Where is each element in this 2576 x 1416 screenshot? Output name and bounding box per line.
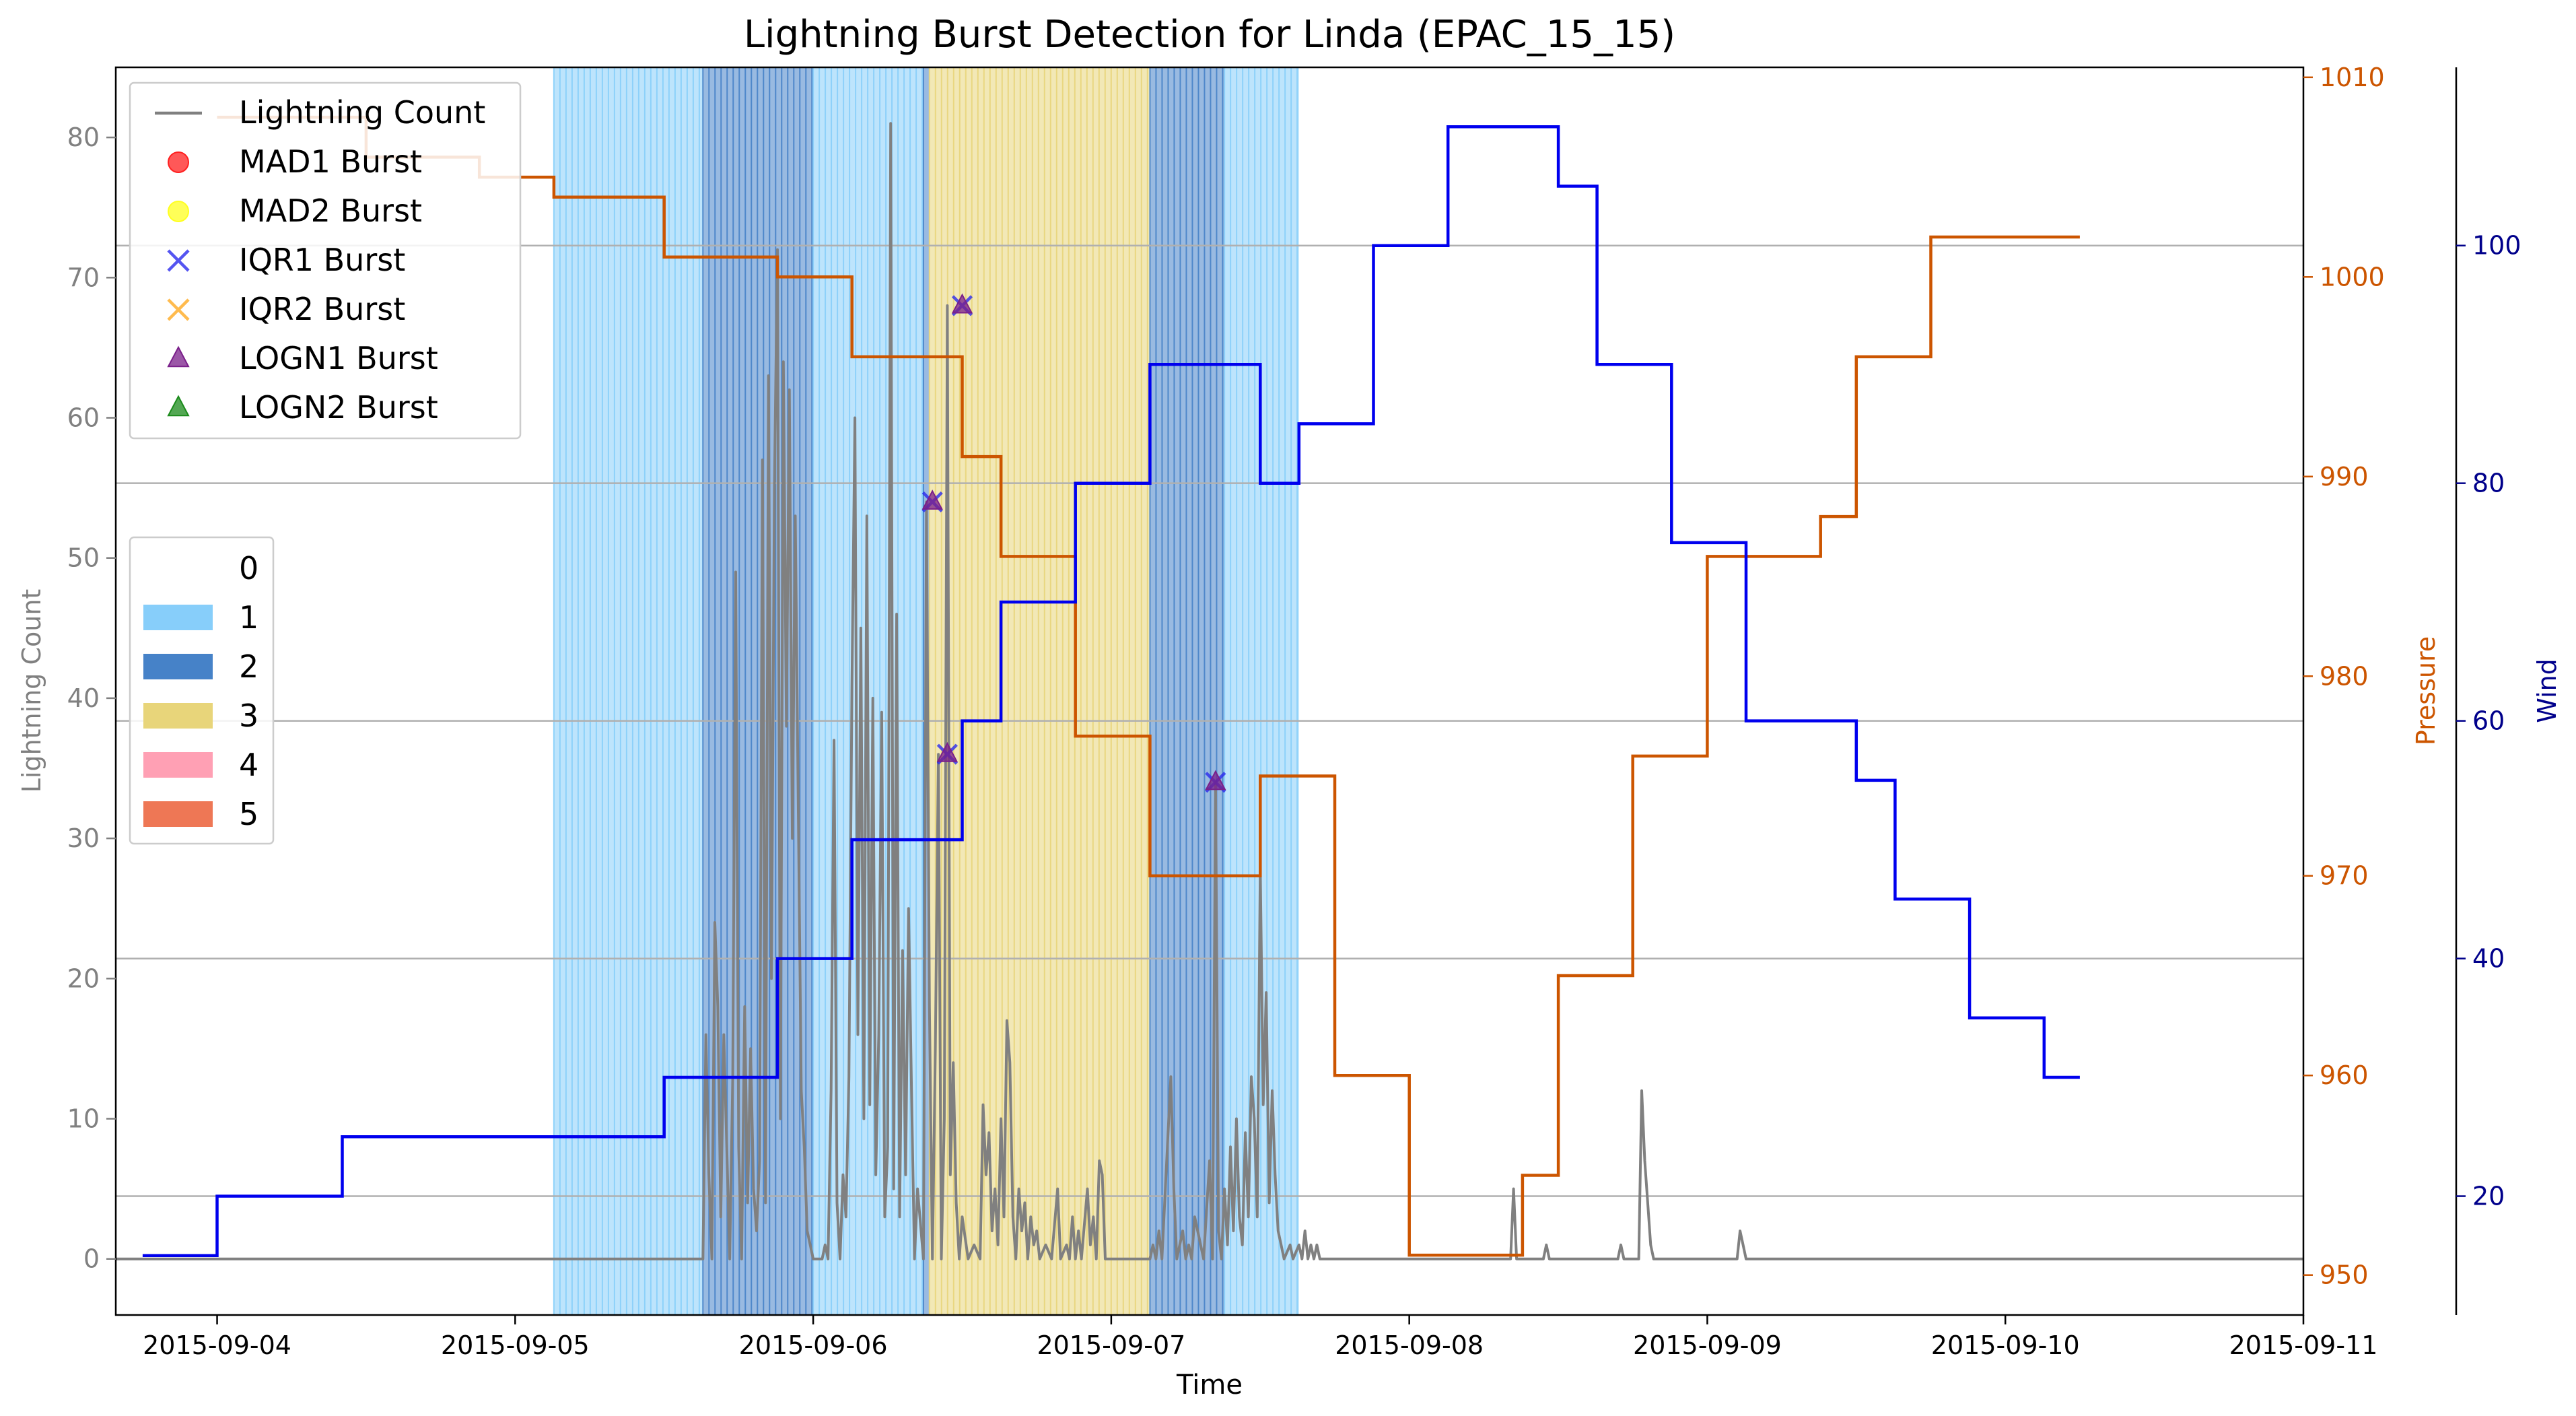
- y-tick-label-wind: 80: [2472, 469, 2505, 498]
- pressure-line: [217, 115, 2080, 1257]
- legend-label: LOGN1 Burst: [239, 340, 438, 376]
- burst-marker-logn1-burst: [936, 741, 959, 762]
- y-tick-label-pressure: 1010: [2320, 63, 2385, 92]
- x-tick-label: 2015-09-07: [1037, 1330, 1185, 1360]
- y-tick-label-lightning: 0: [83, 1244, 100, 1274]
- chart-title: Lightning Burst Detection for Linda (EPA…: [744, 13, 1675, 57]
- category-label: 5: [239, 796, 258, 832]
- legend-markers: Lightning Count MAD1 Burst MAD2 Burst IQR1 …: [129, 81, 522, 440]
- y-tick-label-lightning: 30: [67, 823, 100, 853]
- category-label: 0: [239, 550, 258, 586]
- pressure-series: [217, 115, 2080, 1257]
- wind-line: [142, 125, 2080, 1258]
- y-tick-label-pressure: 1000: [2320, 262, 2385, 292]
- category-swatch-3: [143, 703, 213, 729]
- x-tick-label: 2015-09-06: [739, 1330, 888, 1360]
- y-tick-label-lightning: 10: [67, 1104, 100, 1134]
- y-axis-pressure: 950 960 970 980 990 1000 1010: [2303, 63, 2385, 1290]
- legend-label: MAD2 Burst: [239, 193, 422, 229]
- y-axis-wind: 20 40 60 80 100: [2455, 67, 2521, 1315]
- category-swatch-1: [143, 605, 213, 630]
- wind-series: [142, 125, 2080, 1258]
- category-swatch-5: [143, 801, 213, 827]
- y-axis-lightning: 0 10 20 30 40 50 60 70 80: [67, 123, 116, 1274]
- y-tick-label-lightning: 20: [67, 964, 100, 993]
- x-tick-label: 2015-09-09: [1633, 1330, 1782, 1360]
- legend-label: IQR2 Burst: [239, 291, 405, 327]
- y-tick-label-pressure: 970: [2320, 861, 2369, 891]
- y-axis-label-wind: Wind: [2532, 659, 2562, 723]
- category-label: 4: [239, 747, 258, 783]
- legend-marker-mad2-burst: [168, 201, 189, 222]
- category-label: 3: [239, 698, 258, 734]
- x-tick-label: 2015-09-04: [143, 1330, 291, 1360]
- y-tick-label-wind: 20: [2472, 1182, 2505, 1211]
- y-tick-label-wind: 60: [2472, 706, 2505, 736]
- legend-box: [129, 81, 522, 440]
- legend-label: IQR1 Burst: [239, 242, 405, 278]
- y-tick-label-pressure: 950: [2320, 1260, 2369, 1290]
- x-axis-label: Time: [1176, 1370, 1243, 1401]
- y-tick-label-wind: 40: [2472, 944, 2505, 974]
- legend-categories: 0 1 2 3 4 5: [129, 536, 275, 845]
- legend-label: MAD1 Burst: [239, 143, 422, 180]
- y-tick-label-pressure: 960: [2320, 1060, 2369, 1090]
- legend-label: LOGN2 Burst: [239, 389, 438, 426]
- y-axis-label-pressure: Pressure: [2411, 636, 2441, 745]
- y-tick-label-lightning: 70: [67, 263, 100, 292]
- y-tick-label-lightning: 60: [67, 403, 100, 433]
- legend-marker-mad1-burst: [168, 151, 189, 173]
- plot-frame: [114, 66, 2305, 1316]
- lightning-count-line: [116, 122, 2303, 1260]
- legend-marker-logn2-burst: [167, 395, 190, 417]
- x-tick-label: 2015-09-05: [441, 1330, 590, 1360]
- lightning-series: [116, 122, 2303, 1260]
- category-label: 2: [239, 648, 258, 685]
- burst-marker-logn1-burst: [921, 490, 943, 510]
- y-tick-label-lightning: 40: [67, 683, 100, 713]
- y-tick-label-wind: 100: [2472, 231, 2521, 261]
- burst-marker-logn1-burst: [951, 293, 973, 314]
- y-tick-label-pressure: 990: [2320, 462, 2369, 492]
- y-tick-label-pressure: 980: [2320, 661, 2369, 691]
- y-tick-label-lightning: 50: [67, 543, 100, 573]
- y-axis-label-lightning: Lightning Count: [17, 589, 46, 793]
- category-swatch-4: [143, 752, 213, 778]
- burst-markers: [921, 293, 1226, 793]
- x-axis: 2015-09-04 2015-09-05 2015-09-06 2015-09-07…: [143, 1315, 2377, 1360]
- category-label: 1: [239, 599, 258, 636]
- y-tick-label-lightning: 80: [67, 123, 100, 152]
- category-swatch-2: [143, 654, 213, 679]
- legend-marker-logn1-burst: [167, 345, 190, 368]
- legend-marker-iqr2-burst: [167, 298, 190, 321]
- legend-label: Lightning Count: [239, 94, 485, 131]
- x-tick-label: 2015-09-11: [2229, 1330, 2378, 1360]
- burst-marker-logn1-burst: [1205, 770, 1226, 790]
- x-tick-label: 2015-09-08: [1335, 1330, 1484, 1360]
- category-swatch-0: [143, 555, 213, 581]
- x-tick-label: 2015-09-10: [1931, 1330, 2080, 1360]
- legend-marker-iqr1-burst: [167, 249, 190, 272]
